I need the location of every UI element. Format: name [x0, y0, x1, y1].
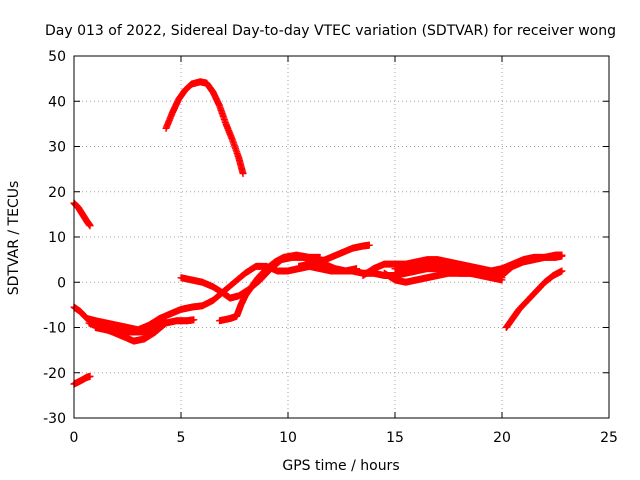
data-point [86, 372, 94, 380]
y-axis-label: SDTVAR / TECUs [6, 181, 22, 296]
y-tick-label: 0 [57, 275, 66, 291]
y-tick-label: -20 [43, 366, 66, 382]
y-tick-label: 50 [48, 49, 66, 65]
data-point [365, 241, 373, 249]
y-tick-label: -10 [43, 321, 66, 337]
data-point [162, 317, 170, 325]
series-arc-m [502, 267, 566, 331]
series-arc-i [295, 241, 373, 270]
x-tick-label: 15 [386, 430, 404, 446]
data-point [190, 316, 198, 324]
data-point [498, 274, 506, 282]
data-point [352, 265, 360, 273]
grid [74, 56, 609, 418]
x-tick-label: 25 [600, 430, 618, 446]
x-tick-label: 20 [493, 430, 511, 446]
series-arc-h [216, 251, 324, 325]
series-arc-l [391, 260, 506, 282]
series-arc-b [70, 372, 94, 388]
y-tick-label: -30 [43, 411, 66, 427]
y-tick-label: 30 [48, 140, 66, 156]
data-point [558, 267, 566, 275]
series-arc-e [91, 317, 170, 336]
data-point [558, 251, 566, 259]
series-arc-f [162, 78, 247, 178]
x-tick-label: 10 [279, 430, 297, 446]
data-point [86, 222, 94, 230]
y-tick-label: 10 [48, 230, 66, 246]
data-point [239, 170, 247, 178]
x-tick-label: 5 [177, 430, 186, 446]
series-arc-g [177, 253, 360, 302]
x-axis-label: GPS time / hours [282, 458, 399, 474]
data-marks [70, 78, 566, 388]
y-tick-label: 20 [48, 185, 66, 201]
chart-title: Day 013 of 2022, Sidereal Day-to-day VTE… [45, 23, 616, 39]
x-tick-label: 0 [70, 430, 79, 446]
y-tick-label: 40 [48, 94, 66, 110]
tick-labels: 0 5 10 15 20 25 -30 -20 -10 0 10 20 30 40 50 [43, 49, 618, 446]
